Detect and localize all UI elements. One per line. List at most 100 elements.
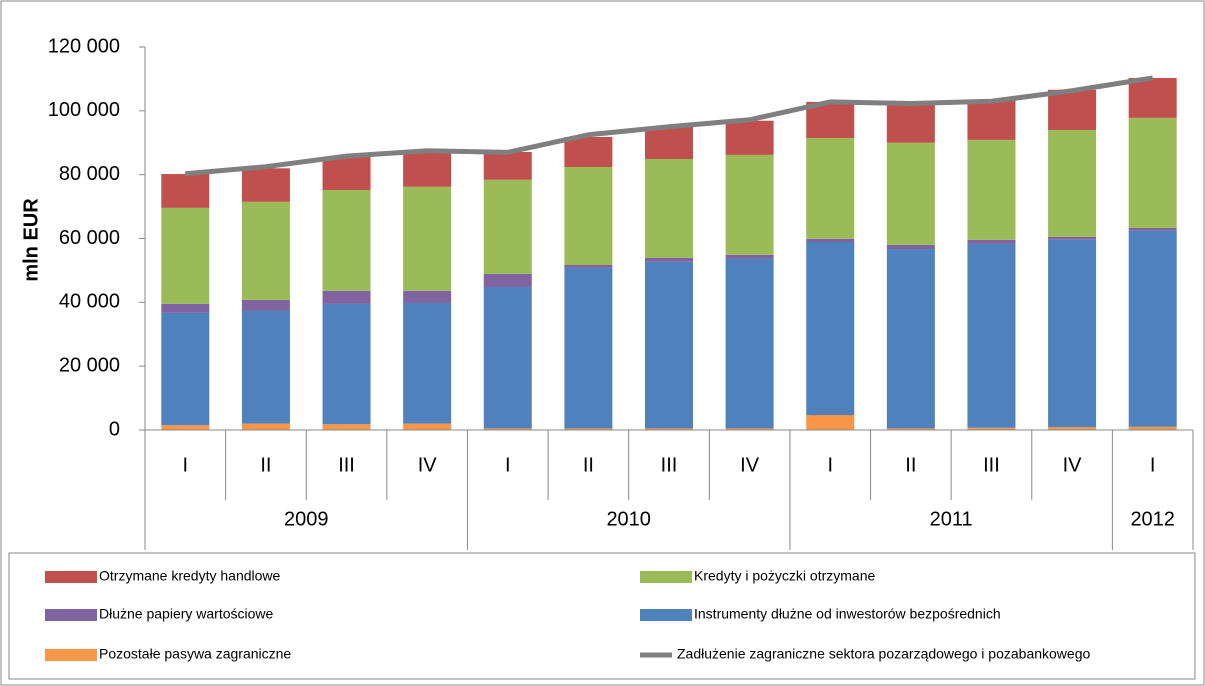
y-tick-label: 100 000 <box>48 99 120 121</box>
bar-segment <box>403 152 452 187</box>
x-tick-label: I <box>183 454 189 476</box>
x-tick-label: II <box>905 454 916 476</box>
bar-segment <box>1048 129 1097 237</box>
x-tick-label: III <box>983 454 1000 476</box>
y-tick-label: 0 <box>109 418 120 440</box>
bar-segment <box>483 152 532 180</box>
bar-segment <box>322 424 371 430</box>
bar-segment <box>564 267 613 429</box>
bar-segment <box>886 249 935 429</box>
bar-segment <box>161 207 210 304</box>
bar-segment <box>967 243 1016 428</box>
legend-border <box>8 552 1196 680</box>
year-label: 2010 <box>606 508 651 530</box>
legend-label: Kredyty i pożyczki otrzymane <box>694 568 875 584</box>
legend-swatch <box>640 609 692 621</box>
bar-segment <box>1128 77 1177 118</box>
bar-segment <box>241 201 290 300</box>
legend-label: Otrzymane kredyty handlowe <box>99 568 281 584</box>
bar-segment <box>725 428 774 430</box>
x-tick-label: IV <box>1063 454 1083 476</box>
x-tick-label: I <box>505 454 511 476</box>
bar-segment <box>967 239 1016 244</box>
bar-segment <box>403 290 452 303</box>
x-tick-label: II <box>583 454 594 476</box>
bar-segment <box>967 139 1016 240</box>
bar-segment <box>886 244 935 250</box>
x-tick-label: III <box>338 454 355 476</box>
year-label: 2009 <box>284 508 329 530</box>
x-tick-label: IV <box>418 454 438 476</box>
bar-segment <box>322 303 371 425</box>
bar-segment <box>725 254 774 259</box>
bar-segment <box>645 126 693 160</box>
year-label: 2012 <box>1130 508 1175 530</box>
bar-segment <box>564 264 613 268</box>
bar-segment <box>161 303 210 313</box>
bar-segment <box>886 142 935 245</box>
bar-segment <box>1048 236 1097 240</box>
bar-segment <box>806 414 855 430</box>
line-series <box>185 75 1154 177</box>
legend-label: Instrumenty dłużne od inwestorów bezpośr… <box>694 606 1001 622</box>
bar-segment <box>725 258 774 429</box>
y-tick-label: 80 000 <box>59 163 120 185</box>
bar-segment <box>725 120 774 155</box>
legend-label: Pozostałe pasywa zagraniczne <box>99 646 291 662</box>
bar-segment <box>967 99 1016 140</box>
bar-segment <box>322 290 371 304</box>
bar-segment <box>564 137 613 168</box>
y-axis-label: mln EUR <box>20 198 42 282</box>
bar-segment <box>241 299 290 311</box>
bar-segment <box>1048 427 1097 430</box>
bar-segment <box>886 428 935 430</box>
bar-segment <box>322 189 371 291</box>
bar-segment <box>403 302 452 424</box>
bar-segment <box>483 428 532 430</box>
bar-segment <box>564 428 613 430</box>
year-label: 2011 <box>930 508 973 530</box>
bar-segment <box>1128 227 1177 231</box>
x-tick-label: IV <box>740 454 760 476</box>
bar-segment <box>645 428 693 430</box>
bar-segment <box>806 137 855 239</box>
bar-segment <box>1048 239 1097 428</box>
legend-swatch <box>640 571 692 583</box>
bar-segment <box>806 238 855 243</box>
legend-swatch <box>45 649 97 661</box>
bar-segment <box>645 159 693 258</box>
y-tick-label: 60 000 <box>59 227 120 249</box>
bar-segment <box>886 102 935 143</box>
bar-segment <box>1128 426 1177 430</box>
bar-segment <box>564 167 613 265</box>
bar-segment <box>161 174 210 208</box>
bar-segment <box>483 273 532 288</box>
x-tick-label: I <box>1150 454 1156 476</box>
bar-segment <box>403 423 452 430</box>
bar-segment <box>645 261 693 429</box>
legend-swatch <box>45 571 97 583</box>
bar-segment <box>241 168 290 202</box>
x-tick-label: III <box>661 454 678 476</box>
bar-segment <box>322 156 371 190</box>
bar-segment <box>1048 89 1097 130</box>
y-tick-label: 20 000 <box>59 354 120 376</box>
x-tick-label: II <box>260 454 271 476</box>
bar-segment <box>241 423 290 430</box>
bar-segment <box>403 186 452 291</box>
bar-segment <box>161 312 210 426</box>
bar-segment <box>1128 117 1177 228</box>
legend-label: Dłużne papiery wartościowe <box>99 606 274 622</box>
bar-segment <box>483 287 532 429</box>
y-tick-label: 120 000 <box>48 35 120 57</box>
bar-segment <box>645 257 693 262</box>
bar-segment <box>161 425 210 430</box>
bar-segment <box>967 427 1016 430</box>
bar-segment <box>725 154 774 255</box>
bar-segment <box>483 179 532 274</box>
bar-segment <box>1128 230 1177 427</box>
bar-segment <box>806 242 855 415</box>
x-tick-label: I <box>827 454 833 476</box>
